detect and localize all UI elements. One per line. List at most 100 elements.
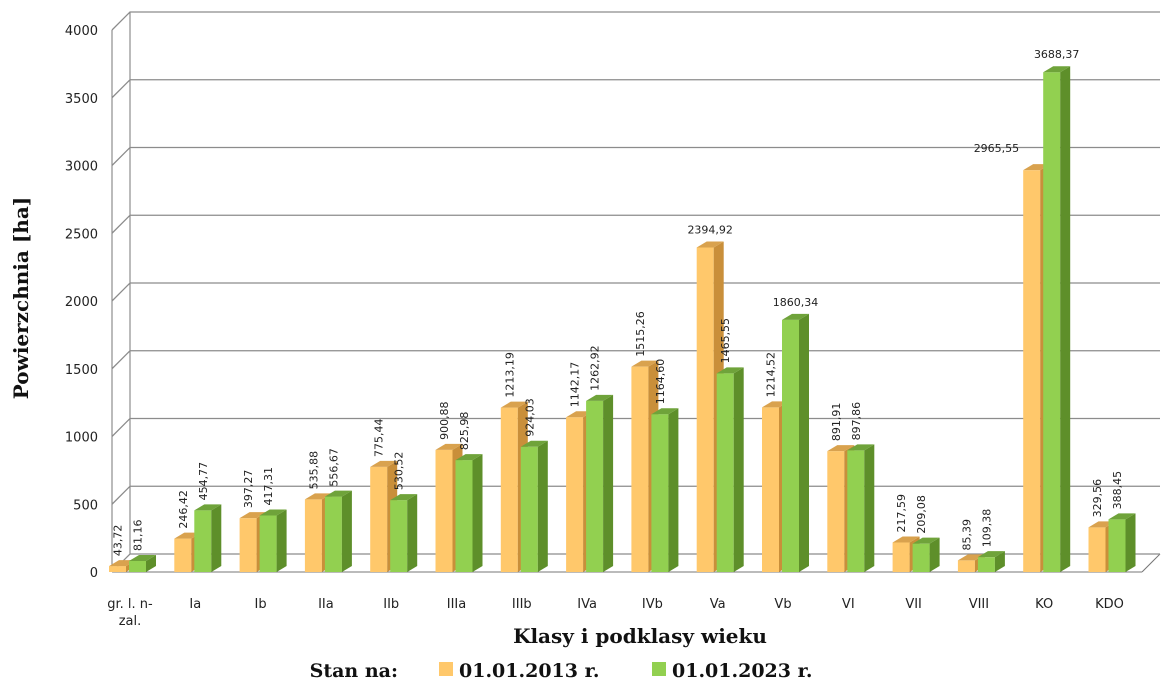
- x-tick-label: IIb: [383, 597, 399, 612]
- bar-front-face: [892, 542, 910, 572]
- bar-side-face: [276, 509, 287, 572]
- x-tick-label: VIII: [969, 597, 989, 612]
- gridline: [111, 485, 1160, 505]
- data-label: 1465,55: [719, 318, 732, 364]
- x-tick-label: IVb: [642, 597, 663, 612]
- bar-2023-14: [1043, 66, 1071, 573]
- bar-top-face: [500, 401, 528, 408]
- bar-top-face: [129, 555, 156, 562]
- legend: Stan na: 01.01.2013 r. 01.01.2023 r.: [310, 660, 813, 682]
- bar-front-face: [435, 449, 453, 572]
- bar-front-face: [586, 400, 604, 572]
- bar-side-face: [733, 367, 744, 572]
- data-label: 825,98: [458, 412, 471, 451]
- bar-front-face: [520, 446, 538, 572]
- bar-front-face: [716, 373, 734, 572]
- y-tick-label: 2500: [65, 227, 98, 242]
- bar-side-face: [537, 440, 548, 572]
- bar-2023-0: [129, 555, 156, 572]
- data-label: 454,77: [197, 462, 210, 501]
- x-tick-label: IIIb: [512, 597, 532, 612]
- data-label: 329,56: [1091, 479, 1104, 518]
- bar-front-face: [827, 451, 845, 572]
- y-tick-label: 500: [73, 498, 98, 513]
- data-label: 2394,92: [687, 223, 733, 236]
- data-label: 109,38: [980, 509, 993, 548]
- gridline: [111, 146, 1160, 166]
- y-tick-label: 1000: [65, 431, 98, 446]
- bar-2023-7: [586, 394, 614, 572]
- x-tick-label: IVa: [577, 597, 597, 612]
- x-tick-label: IIIa: [447, 597, 466, 612]
- legend-label-2023: 01.01.2023 r.: [672, 660, 813, 682]
- bar-top-face: [259, 509, 287, 516]
- x-tick-label: Vb: [774, 597, 791, 612]
- gridline: [111, 79, 1160, 99]
- bar-front-face: [500, 407, 518, 572]
- bar-2023-12: [912, 537, 940, 572]
- x-tick-label: KDO: [1095, 597, 1124, 612]
- x-tick-label: VI: [842, 597, 855, 612]
- bar-side-face: [1060, 66, 1071, 573]
- bar-front-face: [696, 247, 714, 572]
- bar-front-face: [194, 510, 212, 572]
- bars: [109, 66, 1136, 573]
- bar-front-face: [239, 518, 257, 572]
- gridline: [111, 350, 1160, 370]
- bar-front-face: [957, 560, 975, 572]
- bar-front-face: [455, 460, 473, 572]
- bar-top-face: [977, 551, 1005, 558]
- bar-front-face: [129, 561, 146, 572]
- data-label: 3688,37: [1034, 48, 1080, 61]
- bar-top-face: [194, 504, 222, 511]
- data-label: 209,08: [915, 495, 928, 534]
- bar-front-face: [1023, 170, 1041, 572]
- bar-side-face: [472, 454, 483, 572]
- bar-front-face: [324, 496, 342, 572]
- data-label: 217,59: [895, 494, 908, 533]
- bar-top-face: [892, 536, 920, 543]
- data-labels: 43,72 81,16 246,42 454,77 397,27 417,31 535,88…: [112, 48, 1125, 556]
- bar-top-face: [651, 408, 679, 415]
- bar-top-face: [586, 394, 614, 401]
- x-axis-ticks: gr. l. n-zal. Ia Ib IIa IIb IIIa IIIb IVa IVb Va V…: [107, 597, 1124, 629]
- bar-top-face: [370, 460, 398, 467]
- bar-2023-9: [716, 367, 744, 572]
- gridline: [111, 282, 1160, 302]
- bar-top-face: [631, 360, 659, 367]
- legend-label-2013: 01.01.2013 r.: [459, 660, 600, 682]
- bar-2023-15: [1108, 513, 1136, 572]
- bar-front-face: [566, 417, 584, 572]
- bar-front-face: [370, 466, 388, 572]
- bar-front-face: [304, 499, 322, 572]
- bar-front-face: [762, 407, 779, 572]
- bar-top-face: [520, 440, 548, 447]
- bar-side-face: [864, 444, 875, 572]
- bar-front-face: [1088, 527, 1106, 572]
- bar-side-face: [341, 490, 352, 572]
- bar-top-face: [912, 537, 940, 544]
- grid: [111, 11, 1161, 573]
- x-axis-title: Klasy i podklasy wieku: [513, 624, 767, 648]
- bar-front-face: [977, 557, 995, 572]
- y-axis-ticks: 0 500 1000 1500 2000 2500 3000 3500 4000: [65, 24, 98, 581]
- bar-top-face: [827, 445, 855, 452]
- bar-front-face: [1043, 72, 1061, 573]
- bar-top-face: [455, 454, 483, 461]
- bar-top-face: [957, 554, 985, 561]
- bar-side-face: [668, 408, 679, 572]
- data-label: 43,72: [112, 525, 125, 557]
- x-tick-label: gr. l. n-: [107, 597, 153, 612]
- x-tick-label: VII: [905, 597, 922, 612]
- bar-front-face: [109, 566, 126, 572]
- data-label: 388,45: [1111, 471, 1124, 510]
- x-tick-label: KO: [1035, 597, 1053, 612]
- bar-front-face: [651, 414, 669, 572]
- data-label: 81,16: [132, 520, 145, 552]
- y-tick-label: 1500: [65, 363, 98, 378]
- bar-top-face: [782, 313, 809, 320]
- bar-top-face: [1043, 66, 1071, 73]
- bar-side-face: [1125, 513, 1136, 572]
- y-tick-label: 3500: [65, 92, 98, 107]
